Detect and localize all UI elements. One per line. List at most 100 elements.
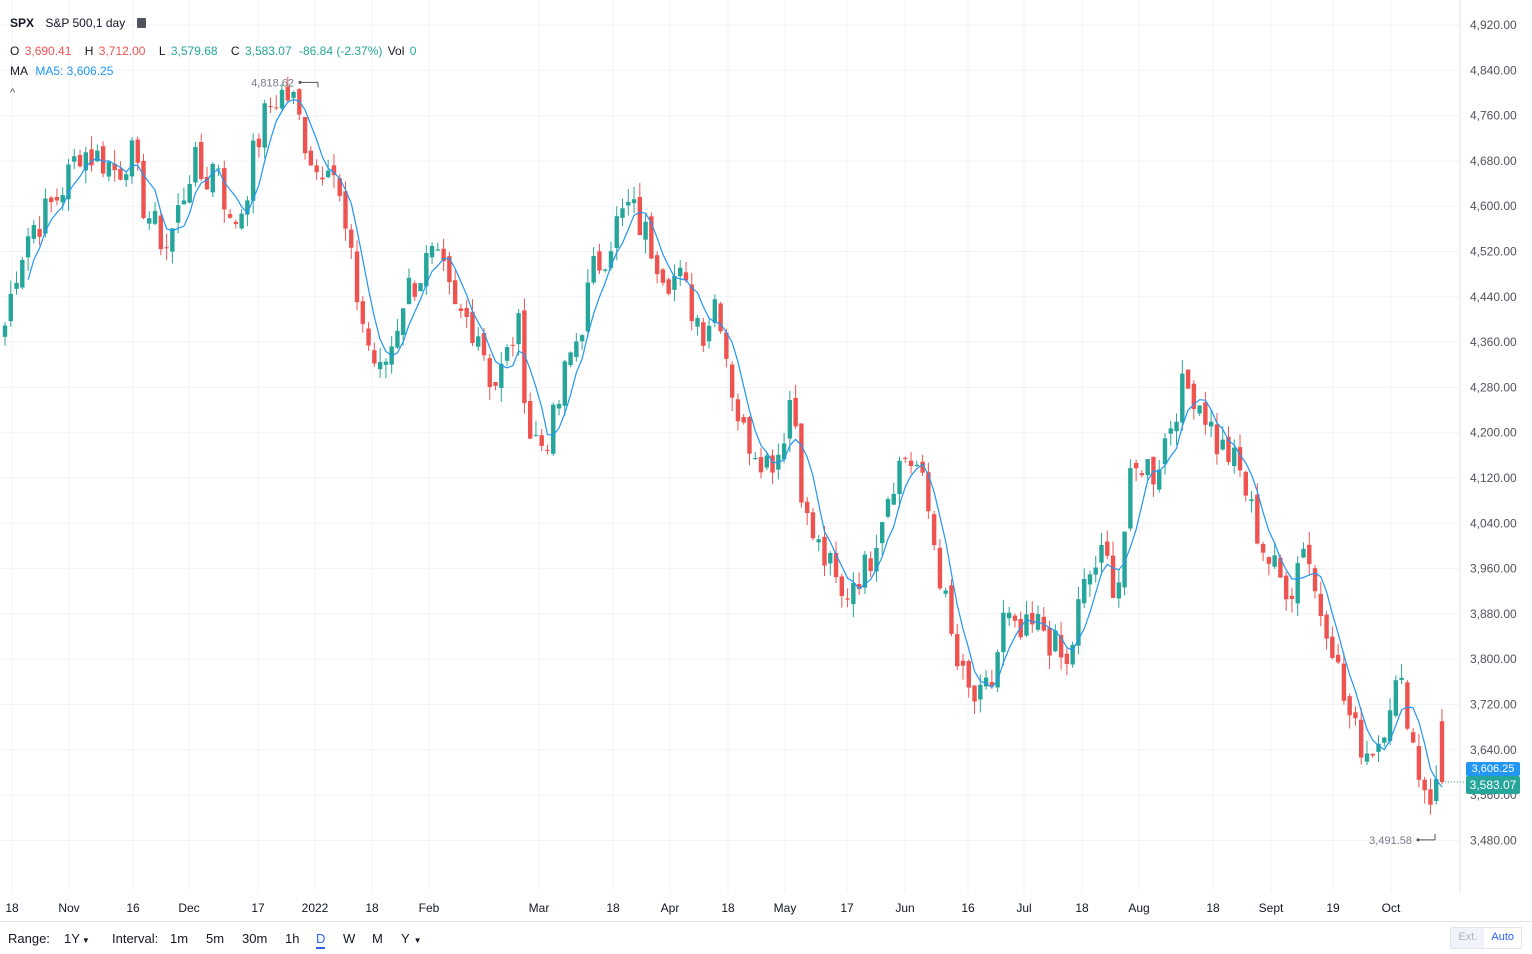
candle-body — [1359, 719, 1364, 758]
candle-body — [729, 364, 735, 398]
price-tick-label: 4,680.00 — [1470, 154, 1517, 168]
interval-1m[interactable]: 1m — [170, 931, 189, 946]
candle-body — [868, 558, 873, 572]
interval-y[interactable]: Y ▼ — [401, 931, 422, 946]
candle-body — [539, 435, 544, 446]
candle-body — [1087, 574, 1093, 585]
candle-body — [1122, 531, 1127, 588]
candle-body — [8, 293, 13, 322]
candle-body — [343, 191, 348, 229]
candle-body — [412, 283, 417, 297]
price-tick-label: 3,960.00 — [1470, 562, 1517, 576]
candle-body — [210, 163, 215, 193]
candle-body — [1099, 544, 1104, 563]
range-select[interactable]: 1Y ▼ — [64, 931, 90, 946]
close-value: 3,583.07 — [244, 44, 292, 58]
time-tick-label: 2022 — [302, 901, 329, 915]
interval-label: Interval: — [112, 931, 159, 946]
candle-body — [366, 328, 371, 346]
candle-body — [816, 539, 821, 543]
candle-body — [510, 344, 516, 346]
list-icon[interactable] — [136, 18, 146, 28]
price-tick-label: 3,720.00 — [1470, 698, 1517, 712]
interval-d[interactable]: D — [316, 931, 326, 949]
candle-body — [1157, 469, 1162, 490]
ma-line — [27, 98, 1443, 788]
candle-body — [83, 152, 88, 171]
interval-y-label: Y — [401, 931, 410, 946]
candle-body — [1185, 369, 1191, 389]
candle-body — [89, 149, 94, 166]
candle-body — [331, 165, 337, 176]
candle-body — [1030, 612, 1035, 625]
interval-30m[interactable]: 30m — [242, 931, 268, 946]
candle-body — [72, 156, 77, 162]
price-tick-label: 4,760.00 — [1470, 109, 1517, 123]
interval-1h[interactable]: 1h — [285, 931, 300, 946]
candle-body — [464, 308, 469, 317]
candle-body — [885, 499, 891, 517]
candle-body — [1214, 424, 1220, 455]
interval-w[interactable]: W — [343, 931, 356, 946]
candle-body — [1243, 471, 1248, 496]
legend-header: SPX S&P 500,1 day — [10, 16, 148, 30]
candle-body — [349, 229, 354, 248]
candle-body — [1047, 627, 1052, 656]
time-tick-label: 16 — [961, 901, 975, 915]
candle-body — [147, 218, 152, 224]
price-tick-label: 4,920.00 — [1470, 18, 1517, 32]
candle-body — [447, 256, 452, 283]
candle-body — [1410, 732, 1416, 743]
candle-body — [1249, 499, 1254, 502]
time-tick-label: 18 — [1206, 901, 1220, 915]
candle-body — [285, 86, 290, 101]
auto-button[interactable]: Auto — [1491, 931, 1514, 943]
candle-body — [828, 553, 833, 564]
candle-body — [100, 146, 106, 174]
candle-body — [1295, 563, 1300, 604]
collapse-icon[interactable]: ^ — [10, 87, 16, 99]
candle-body — [1001, 612, 1006, 653]
candle-body — [135, 139, 140, 163]
candle-body — [1405, 682, 1410, 729]
candle-body — [314, 165, 319, 173]
candle-body — [1237, 447, 1243, 471]
candle-body — [602, 269, 608, 271]
candle-body — [1324, 614, 1329, 639]
bottom-toolbar: Range: 1Y ▼ Interval: 1m 5m 30m 1h D W M … — [0, 921, 1532, 954]
candle-body — [25, 236, 31, 258]
candle-body — [37, 228, 42, 237]
candle-body — [1341, 663, 1347, 701]
interval-5m[interactable]: 5m — [206, 931, 225, 946]
candle-body — [1387, 710, 1393, 742]
candle-body — [1422, 779, 1427, 791]
grid — [0, 0, 1465, 893]
candle-body — [1307, 544, 1312, 565]
candle-body — [799, 423, 804, 503]
interval-m[interactable]: M — [372, 931, 383, 946]
time-tick-label: 18 — [1075, 901, 1089, 915]
candle-body — [937, 547, 943, 589]
price-tick-label: 4,360.00 — [1470, 335, 1517, 349]
candle-body — [545, 449, 550, 451]
chart-canvas[interactable]: 4,920.00 4,840.00 4,760.00 4,680.00 4,600.00… — [0, 0, 1532, 921]
candle-body — [1266, 557, 1272, 564]
candle-body — [897, 460, 902, 495]
candle-body — [874, 548, 879, 572]
candle-body — [683, 272, 689, 281]
candle-body — [787, 400, 793, 439]
candle-body — [666, 279, 671, 294]
price-tick-label: 3,640.00 — [1470, 743, 1517, 757]
candle-body — [695, 317, 700, 327]
time-tick-label: Mar — [529, 901, 550, 915]
candle-body — [712, 299, 718, 323]
time-tick-label: Nov — [58, 901, 79, 915]
candle-body — [810, 512, 816, 539]
candle-body — [1283, 575, 1289, 600]
candle-body — [706, 325, 712, 342]
candle-body — [1434, 778, 1439, 802]
candle-body — [199, 142, 204, 179]
ext-button[interactable]: Ext. — [1451, 928, 1485, 948]
candle-body — [175, 205, 181, 223]
time-tick-label: 17 — [251, 901, 265, 915]
